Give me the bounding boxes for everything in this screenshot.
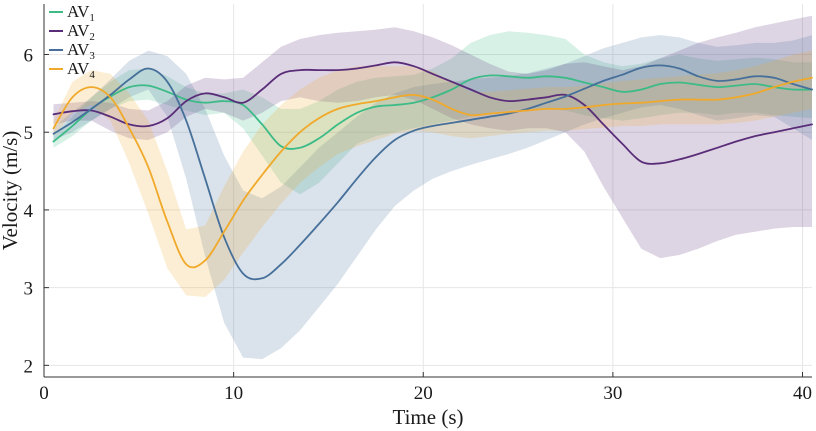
grid-lines xyxy=(43,4,812,377)
x-axis-label: Time (s) xyxy=(393,405,464,429)
line-av3 xyxy=(52,64,813,281)
y-tick-label: 5 xyxy=(24,123,34,144)
y-axis-label: Velocity (m/s) xyxy=(0,131,22,251)
band-av4 xyxy=(53,50,812,297)
series-lines xyxy=(52,61,813,281)
x-tick-label: 30 xyxy=(603,383,622,404)
tick-labels: 0 10 20 30 40 2 3 4 5 6 xyxy=(24,46,813,404)
y-tick-label: 2 xyxy=(24,356,34,377)
legend-label-av1: AV1 xyxy=(67,2,95,24)
axes xyxy=(43,4,812,378)
y-tick-label: 6 xyxy=(24,46,34,67)
legend-label-av2: AV2 xyxy=(67,21,95,43)
legend-label-av3: AV3 xyxy=(67,40,95,62)
y-tick-label: 3 xyxy=(24,279,34,300)
x-tick-label: 0 xyxy=(39,383,49,404)
x-tick-label: 40 xyxy=(793,383,812,404)
band-av1 xyxy=(53,31,812,195)
band-av3 xyxy=(53,35,812,360)
legend-label-av4: AV4 xyxy=(67,59,95,81)
x-tick-label: 20 xyxy=(414,383,433,404)
line-av1 xyxy=(52,74,813,150)
variability-bands xyxy=(53,15,812,360)
line-av4 xyxy=(52,76,813,269)
band-av2 xyxy=(53,15,812,259)
y-tick-label: 4 xyxy=(24,201,34,222)
x-tick-label: 10 xyxy=(224,383,243,404)
